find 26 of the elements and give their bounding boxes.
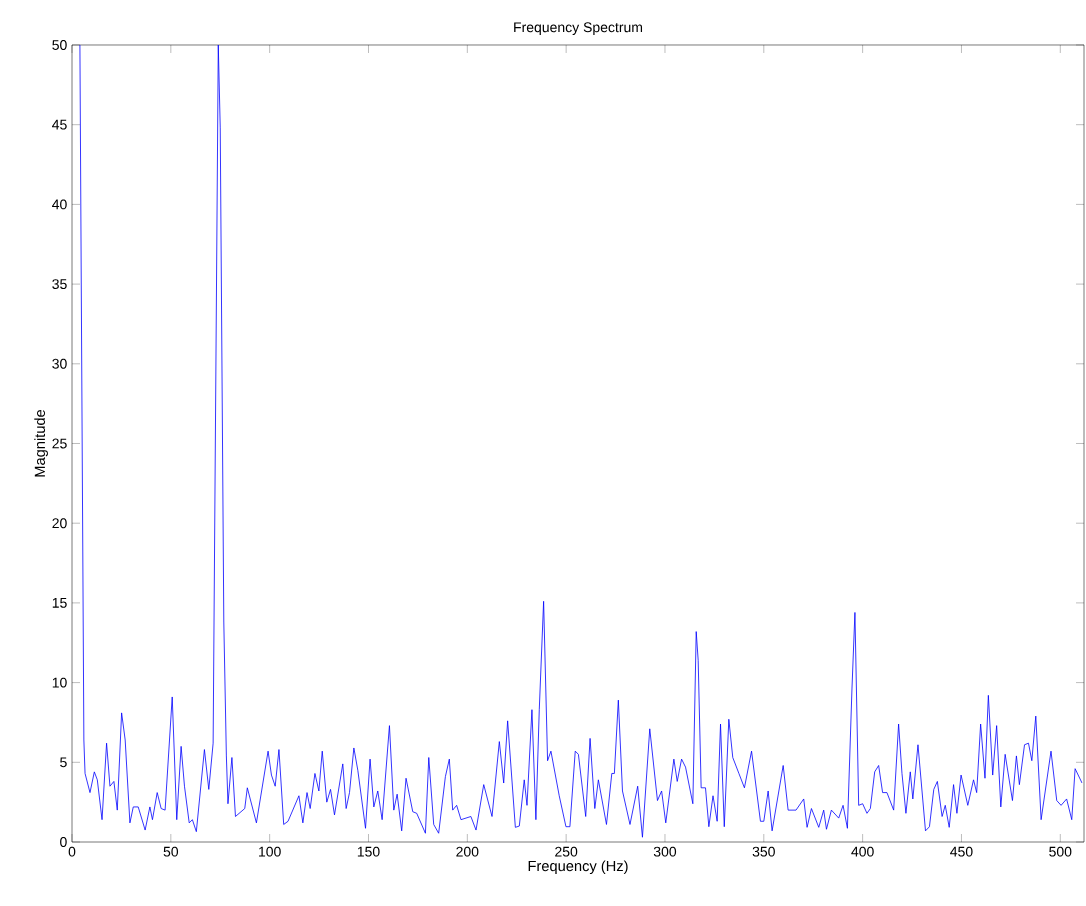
x-tick-label: 50 (163, 846, 179, 857)
x-tick-label: 100 (259, 846, 281, 857)
x-tick-label: 500 (1049, 846, 1072, 857)
y-tick-label: 30 (52, 358, 67, 369)
x-tick-label: 200 (456, 846, 479, 857)
x-tick-label: 0 (68, 846, 76, 857)
y-tick-label: 45 (52, 119, 67, 130)
x-tick-label: 400 (851, 846, 874, 857)
y-tick-label: 15 (52, 598, 67, 608)
x-tick-label: 350 (752, 846, 775, 857)
y-tick-label: 40 (52, 199, 67, 210)
y-tick-label: 5 (60, 757, 67, 768)
y-tick-label: 35 (52, 279, 67, 290)
y-tick-label: 50 (52, 40, 67, 50)
y-tick-label: 25 (52, 438, 67, 449)
y-tick-label: 20 (52, 518, 67, 529)
line-series (79, 44, 1083, 838)
chart-title: Frequency Spectrum (514, 22, 643, 35)
y-axis-title: Magnitude (34, 409, 48, 477)
y-tick-label: 0 (60, 837, 67, 847)
x-tick-label: 300 (653, 846, 677, 857)
x-tick-label: 250 (555, 846, 578, 857)
y-tick-label: 10 (52, 677, 67, 688)
x-axis-title: Frequency (Hz) (528, 860, 628, 875)
x-tick-label: 450 (950, 846, 973, 857)
x-tick-label: 150 (357, 846, 380, 857)
